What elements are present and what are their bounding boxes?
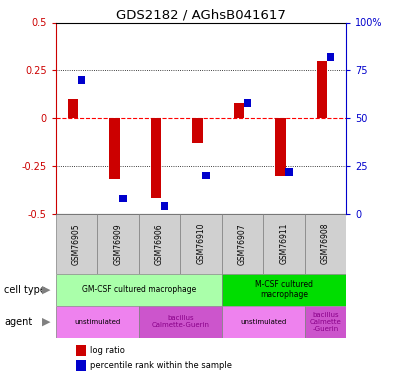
Text: GSM76905: GSM76905 [72, 223, 81, 265]
Title: GDS2182 / AGhsB041617: GDS2182 / AGhsB041617 [116, 8, 286, 21]
Bar [234, 103, 244, 118]
Bar [222, 274, 346, 306]
Text: ▶: ▶ [41, 285, 50, 295]
Text: M-CSF cultured
macrophage: M-CSF cultured macrophage [255, 280, 313, 299]
Bar [244, 99, 251, 106]
Bar [119, 195, 127, 202]
Bar [275, 118, 286, 176]
Bar [305, 214, 346, 274]
Text: GM-CSF cultured macrophage: GM-CSF cultured macrophage [82, 285, 196, 294]
Text: bacillus
Calmette-Guerin: bacillus Calmette-Guerin [151, 315, 209, 328]
Text: GSM76908: GSM76908 [321, 223, 330, 264]
Bar [56, 306, 139, 338]
Bar [56, 274, 222, 306]
Bar [139, 306, 222, 338]
Text: GSM76910: GSM76910 [197, 223, 205, 264]
Bar [202, 172, 210, 179]
Text: ▶: ▶ [41, 316, 50, 327]
Text: GSM76911: GSM76911 [279, 223, 289, 264]
Text: log ratio: log ratio [90, 346, 125, 355]
Bar [139, 214, 180, 274]
Text: agent: agent [4, 316, 32, 327]
Bar [327, 53, 334, 61]
Text: GSM76909: GSM76909 [113, 223, 123, 265]
Text: cell type: cell type [4, 285, 46, 295]
Text: percentile rank within the sample: percentile rank within the sample [90, 361, 232, 370]
Bar [222, 214, 263, 274]
Bar [151, 118, 161, 198]
Bar [193, 118, 203, 143]
Bar [263, 214, 305, 274]
Text: unstimulated: unstimulated [240, 319, 287, 324]
Bar [222, 306, 305, 338]
Bar [285, 168, 293, 176]
Bar [305, 306, 346, 338]
Bar [78, 76, 85, 84]
Bar [97, 214, 139, 274]
Bar [180, 214, 222, 274]
Bar [56, 214, 97, 274]
Bar [109, 118, 120, 179]
Bar [317, 61, 328, 118]
Bar [68, 99, 78, 118]
Text: bacillus
Calmette
-Guerin: bacillus Calmette -Guerin [310, 312, 341, 332]
Text: unstimulated: unstimulated [74, 319, 120, 324]
Bar [161, 202, 168, 210]
Text: GSM76907: GSM76907 [238, 223, 247, 265]
Text: GSM76906: GSM76906 [155, 223, 164, 265]
